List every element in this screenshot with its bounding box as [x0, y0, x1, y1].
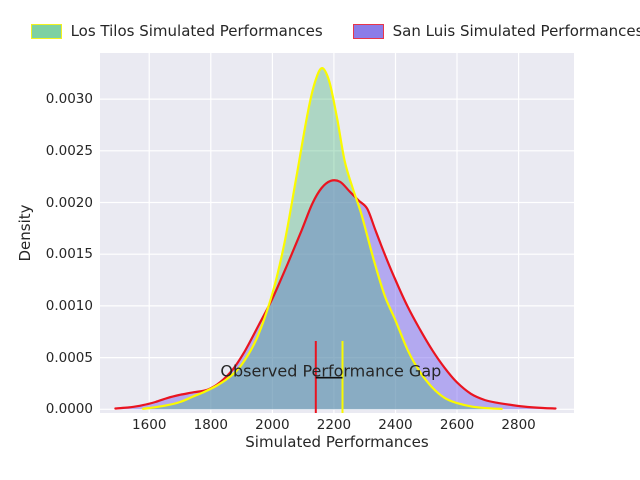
x-tick-label: 2600	[439, 417, 475, 433]
legend-item-san-luis: San Luis Simulated Performances	[352, 22, 640, 40]
kde-line-san-luis	[114, 179, 557, 410]
legend-label-los-tilos: Los Tilos Simulated Performances	[70, 22, 323, 40]
legend: Los Tilos Simulated Performances San Lui…	[17, 22, 640, 40]
y-tick-label: 0.0010	[45, 297, 93, 314]
x-tick-label: 2000	[255, 417, 290, 433]
legend-label-san-luis: San Luis Simulated Performances	[392, 22, 640, 40]
y-tick-label: 0.0000	[45, 401, 93, 418]
x-axis-label: Simulated Performances	[245, 433, 429, 451]
legend-item-los-tilos: Los Tilos Simulated Performances	[30, 22, 323, 40]
y-axis-label: Density	[16, 204, 34, 262]
observed-gap-annotation: Observed Performance Gap	[220, 361, 442, 381]
y-tick-label: 0.0015	[45, 246, 93, 263]
x-tick-label: 2200	[316, 417, 352, 433]
kde-area-san-luis	[115, 180, 556, 410]
y-tick-label: 0.0025	[45, 142, 93, 159]
x-tick-label: 1800	[193, 417, 228, 433]
y-tick-label: 0.0020	[45, 194, 93, 211]
kde-area-los-tilos	[143, 68, 502, 410]
kde-line-los-tilos	[142, 67, 503, 410]
legend-swatch-san-luis-icon	[352, 23, 384, 39]
legend-swatch-los-tilos-icon	[30, 23, 62, 39]
y-tick-label: 0.0005	[45, 349, 93, 366]
y-tick-label: 0.0030	[45, 91, 93, 108]
x-tick-label: 1600	[132, 417, 167, 433]
x-tick-label: 2800	[501, 417, 536, 433]
x-tick-label: 2400	[378, 417, 413, 433]
